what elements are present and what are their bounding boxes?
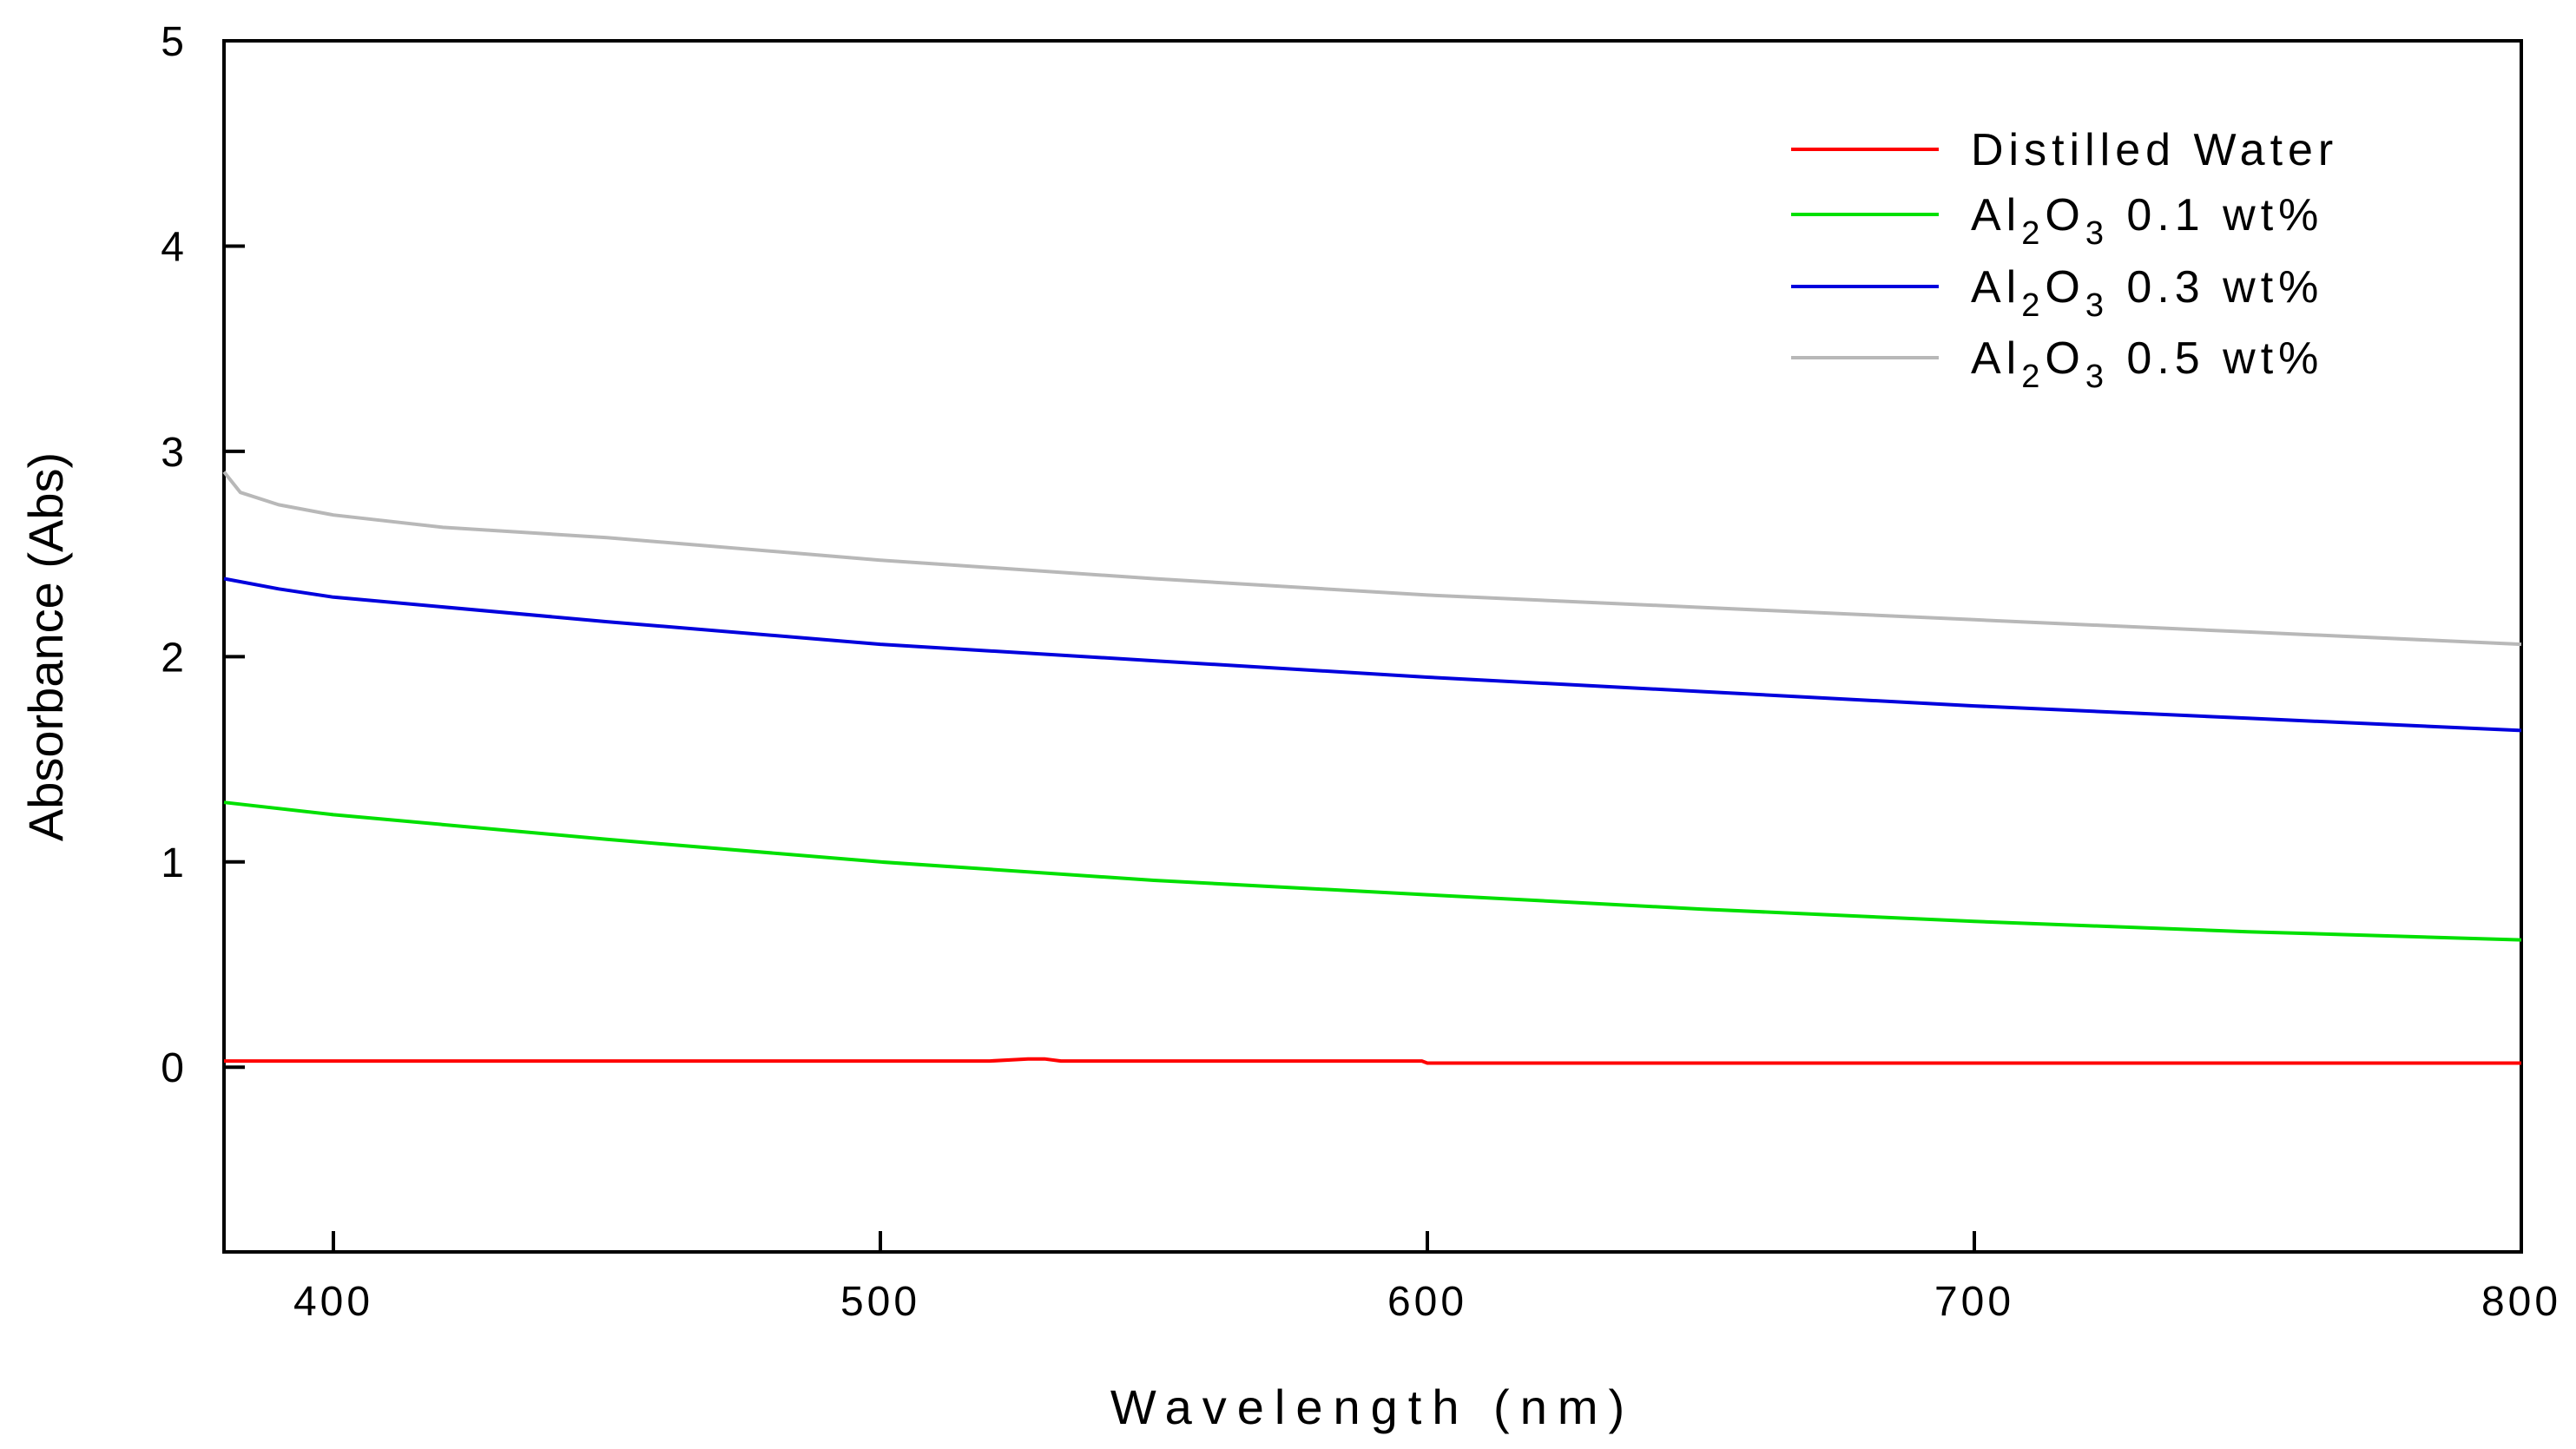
legend-subscript: 2 [2021, 215, 2045, 252]
series-line-2 [223, 800, 2522, 942]
legend-subscript: 2 [2021, 287, 2045, 324]
y-tick-label: 3 [161, 430, 188, 476]
y-axis-title: Absorbance (Abs) [18, 452, 73, 841]
series-line-3 [223, 576, 2522, 733]
legend-text-part: Al [1971, 333, 2021, 384]
legend-label-2: Al2O3 0.1 wt% [1971, 190, 2323, 252]
y-tick-label: 2 [161, 635, 188, 681]
y-tick-label: 5 [161, 19, 188, 65]
legend-subscript: 3 [2085, 359, 2109, 395]
legend-subscript: 2 [2021, 359, 2045, 395]
legend-text-part: O [2045, 333, 2085, 384]
legend-text-part: Al [1971, 190, 2021, 240]
legend-text-part: 0.1 wt% [2109, 190, 2323, 240]
x-tick-label: 400 [293, 1279, 373, 1325]
x-axis-ticks: 400 500 600 700 800 [293, 1231, 2561, 1325]
legend-label-1: Distilled Water [1971, 125, 2338, 175]
x-axis-title: Wavelength (nm) [1110, 1380, 1635, 1434]
legend-text-part: Al [1971, 262, 2021, 313]
legend-subscript: 3 [2085, 215, 2109, 252]
legend-text-part: 0.3 wt% [2109, 262, 2323, 313]
legend-text-part: 0.5 wt% [2109, 333, 2323, 384]
y-axis-ticks: 0 1 2 3 4 5 [161, 19, 245, 1091]
series-lines [222, 471, 2522, 1065]
legend-text-part: O [2045, 262, 2085, 313]
series-line-4 [222, 471, 2522, 647]
plot-frame [222, 39, 2523, 1254]
x-tick-label: 700 [1934, 1279, 2014, 1325]
y-tick-label: 4 [161, 224, 188, 270]
y-tick-label: 0 [161, 1045, 188, 1091]
x-tick-label: 600 [1387, 1279, 1467, 1325]
x-tick-label: 800 [2481, 1279, 2561, 1325]
y-tick-label: 1 [161, 840, 188, 886]
legend-label-3: Al2O3 0.3 wt% [1971, 262, 2323, 324]
series-line-1 [224, 1057, 2521, 1065]
legend-label-4: Al2O3 0.5 wt% [1971, 333, 2323, 395]
legend-text-part: O [2045, 190, 2085, 240]
legend-subscript: 3 [2085, 287, 2109, 324]
x-tick-label: 500 [840, 1279, 920, 1325]
